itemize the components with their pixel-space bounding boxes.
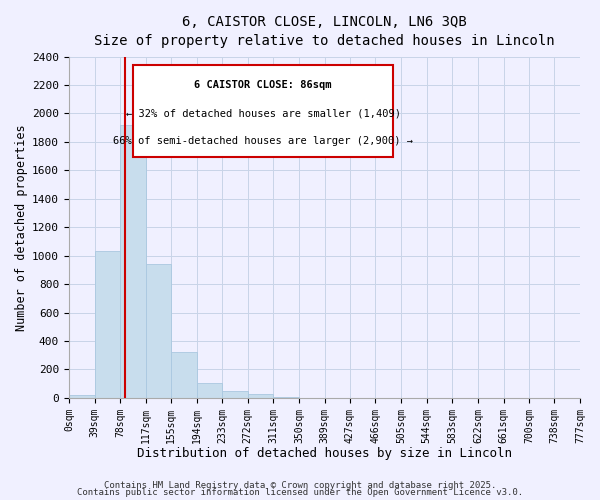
Bar [248, 394, 274, 398]
Text: 6 CAISTOR CLOSE: 86sqm: 6 CAISTOR CLOSE: 86sqm [194, 80, 332, 90]
X-axis label: Distribution of detached houses by size in Lincoln: Distribution of detached houses by size … [137, 447, 512, 460]
FancyBboxPatch shape [133, 65, 394, 158]
Title: 6, CAISTOR CLOSE, LINCOLN, LN6 3QB
Size of property relative to detached houses : 6, CAISTOR CLOSE, LINCOLN, LN6 3QB Size … [94, 15, 555, 48]
Bar [222, 391, 248, 398]
Bar [69, 395, 95, 398]
Text: 66% of semi-detached houses are larger (2,900) →: 66% of semi-detached houses are larger (… [113, 136, 413, 146]
Bar [171, 352, 197, 398]
Bar [120, 125, 146, 398]
Bar [274, 397, 299, 398]
Bar [197, 383, 222, 398]
Text: Contains HM Land Registry data © Crown copyright and database right 2025.: Contains HM Land Registry data © Crown c… [104, 480, 496, 490]
Bar [146, 264, 171, 398]
Text: ← 32% of detached houses are smaller (1,409): ← 32% of detached houses are smaller (1,… [125, 108, 401, 118]
Text: Contains public sector information licensed under the Open Government Licence v3: Contains public sector information licen… [77, 488, 523, 497]
Bar [95, 252, 120, 398]
Y-axis label: Number of detached properties: Number of detached properties [15, 124, 28, 330]
